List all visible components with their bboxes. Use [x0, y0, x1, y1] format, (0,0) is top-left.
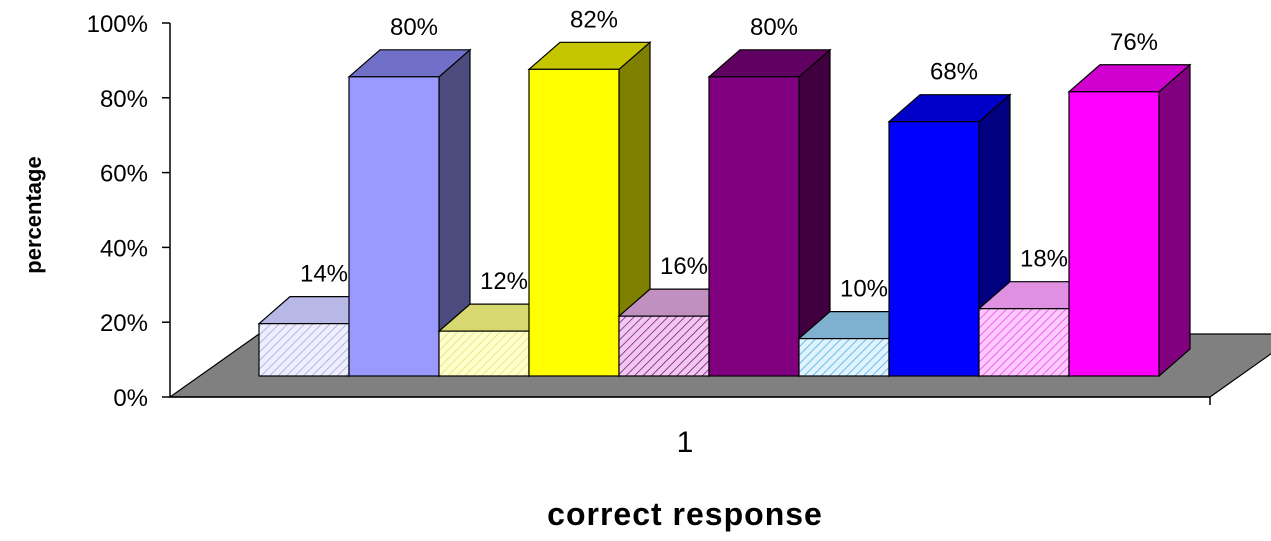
y-tick-label: 0%: [113, 385, 148, 412]
bar: [708, 76, 800, 377]
y-tick-label: 20%: [100, 310, 148, 337]
chart-bars: [257, 41, 1192, 378]
data-label: 80%: [390, 14, 438, 41]
y-tick-label: 100%: [87, 11, 148, 38]
chart-data-labels: 14% 80% 12% 82% 16% 80% 10% 68% 18% 76%: [300, 6, 1158, 302]
bar: [1068, 91, 1160, 377]
y-axis-title: percentage: [21, 156, 46, 273]
y-tick-label: 40%: [100, 235, 148, 262]
bar-side-face: [1158, 63, 1191, 378]
bar: [258, 323, 350, 377]
data-label: 68%: [930, 59, 978, 86]
y-tick-label: 80%: [100, 86, 148, 113]
data-label: 14%: [300, 261, 348, 288]
chart-axes: 0% 20% 40% 60% 80% 100% 1: [87, 11, 1211, 459]
data-label: 16%: [660, 253, 708, 280]
data-label: 82%: [570, 6, 618, 33]
y-tick-label: 60%: [100, 161, 148, 188]
bar: [618, 315, 710, 377]
bar: [978, 308, 1070, 377]
bar: [888, 121, 980, 377]
bar: [348, 76, 440, 377]
bar: [528, 68, 620, 377]
data-label: 76%: [1110, 29, 1158, 56]
x-axis-title: correct response: [547, 496, 823, 532]
data-label: 12%: [480, 268, 528, 295]
bar: [798, 338, 890, 377]
data-label: 80%: [750, 14, 798, 41]
x-tick-label: 1: [677, 426, 694, 459]
data-label: 10%: [840, 276, 888, 303]
data-label: 18%: [1020, 246, 1068, 273]
bar: [438, 330, 530, 377]
